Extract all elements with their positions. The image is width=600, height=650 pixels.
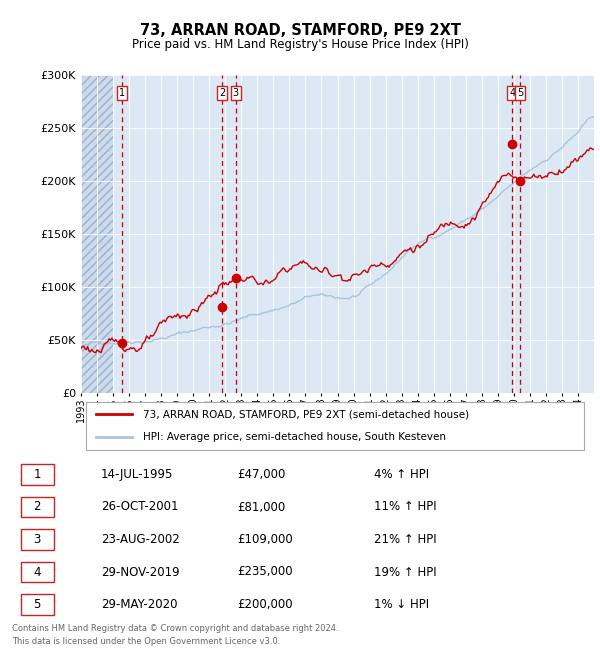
- Text: £235,000: £235,000: [238, 566, 293, 578]
- Text: 21% ↑ HPI: 21% ↑ HPI: [374, 533, 437, 546]
- Text: £47,000: £47,000: [238, 468, 286, 481]
- Text: 1: 1: [34, 468, 41, 481]
- Text: 73, ARRAN ROAD, STAMFORD, PE9 2XT (semi-detached house): 73, ARRAN ROAD, STAMFORD, PE9 2XT (semi-…: [143, 410, 469, 419]
- Text: HPI: Average price, semi-detached house, South Kesteven: HPI: Average price, semi-detached house,…: [143, 432, 446, 442]
- Text: Price paid vs. HM Land Registry's House Price Index (HPI): Price paid vs. HM Land Registry's House …: [131, 38, 469, 51]
- Text: 29-MAY-2020: 29-MAY-2020: [101, 598, 178, 611]
- FancyBboxPatch shape: [21, 562, 53, 582]
- Text: 29-NOV-2019: 29-NOV-2019: [101, 566, 179, 578]
- FancyBboxPatch shape: [21, 497, 53, 517]
- FancyBboxPatch shape: [21, 464, 53, 485]
- Text: 19% ↑ HPI: 19% ↑ HPI: [374, 566, 437, 578]
- Text: 5: 5: [34, 598, 41, 611]
- Text: £109,000: £109,000: [238, 533, 293, 546]
- Text: 11% ↑ HPI: 11% ↑ HPI: [374, 500, 437, 514]
- Text: 23-AUG-2002: 23-AUG-2002: [101, 533, 180, 546]
- Text: 1: 1: [119, 88, 125, 97]
- Text: 14-JUL-1995: 14-JUL-1995: [101, 468, 173, 481]
- Text: £200,000: £200,000: [238, 598, 293, 611]
- Text: 4: 4: [509, 88, 515, 97]
- Text: 3: 3: [34, 533, 41, 546]
- Text: 5: 5: [517, 88, 524, 97]
- FancyBboxPatch shape: [21, 594, 53, 615]
- Text: 4: 4: [34, 566, 41, 578]
- Text: 26-OCT-2001: 26-OCT-2001: [101, 500, 179, 514]
- FancyBboxPatch shape: [21, 529, 53, 550]
- Text: 73, ARRAN ROAD, STAMFORD, PE9 2XT: 73, ARRAN ROAD, STAMFORD, PE9 2XT: [139, 23, 461, 38]
- Text: 3: 3: [232, 88, 239, 97]
- FancyBboxPatch shape: [86, 402, 584, 450]
- Text: 1% ↓ HPI: 1% ↓ HPI: [374, 598, 430, 611]
- Text: 4% ↑ HPI: 4% ↑ HPI: [374, 468, 430, 481]
- Text: 2: 2: [219, 88, 226, 97]
- Text: £81,000: £81,000: [238, 500, 286, 514]
- Text: Contains HM Land Registry data © Crown copyright and database right 2024.
This d: Contains HM Land Registry data © Crown c…: [12, 624, 338, 646]
- Text: 2: 2: [34, 500, 41, 514]
